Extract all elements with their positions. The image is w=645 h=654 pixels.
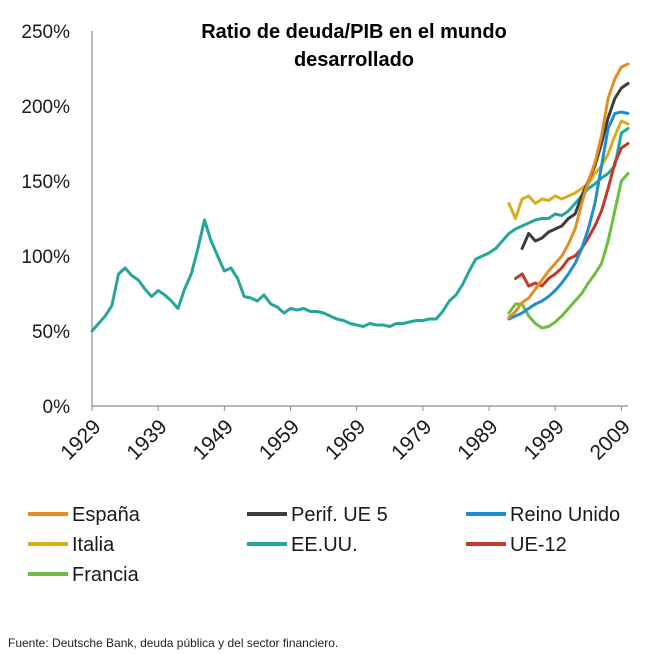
y-tick-label: 100% (21, 247, 70, 268)
series-line-6 (507, 172, 630, 330)
x-tick-label: 1959 (255, 415, 304, 464)
legend-label: Italia (72, 534, 115, 556)
series-line-1 (520, 82, 630, 250)
chart-title-line-2: desarrollado (294, 49, 414, 71)
y-tick-label: 0% (43, 397, 71, 418)
y-tick-label: 50% (32, 322, 70, 343)
x-tick-label: 1939 (122, 415, 171, 464)
y-tick-label: 250% (21, 22, 70, 43)
series-line-2 (507, 110, 630, 321)
y-tick-label: 150% (21, 172, 70, 193)
y-tick-label: 200% (21, 97, 70, 118)
x-tick-label: 1929 (56, 415, 105, 464)
axes: 0% 50% 100% 150% 200% 250% 1929 1939 1949 1959 196… (21, 22, 635, 465)
legend-label: Perif. UE 5 (291, 504, 388, 526)
source-note: Fuente: Deutsche Bank, deuda pública y d… (8, 636, 339, 650)
legend-label: Reino Unido (510, 504, 620, 526)
legend-label: Francia (72, 564, 140, 586)
x-tick-label: 1979 (387, 415, 436, 464)
series-layer (90, 62, 630, 333)
chart-title-line-1: Ratio de deuda/PIB en el mundo (201, 21, 507, 43)
x-tick-label: 1989 (453, 415, 502, 464)
legend-label: España (72, 504, 141, 526)
series-line-5 (514, 142, 630, 288)
x-tick-label: 1969 (321, 415, 370, 464)
x-tick-label: 1999 (519, 415, 568, 464)
series-line-3 (507, 119, 630, 220)
legend: España Perif. UE 5 Reino Unido Italia EE.UU.… (28, 504, 620, 586)
series-line-0 (507, 62, 630, 319)
legend-label: EE.UU. (291, 534, 358, 556)
series-line-4 (90, 127, 630, 333)
x-tick-label: 2009 (586, 415, 635, 464)
legend-label: UE-12 (510, 534, 567, 556)
x-tick-label: 1949 (189, 415, 238, 464)
